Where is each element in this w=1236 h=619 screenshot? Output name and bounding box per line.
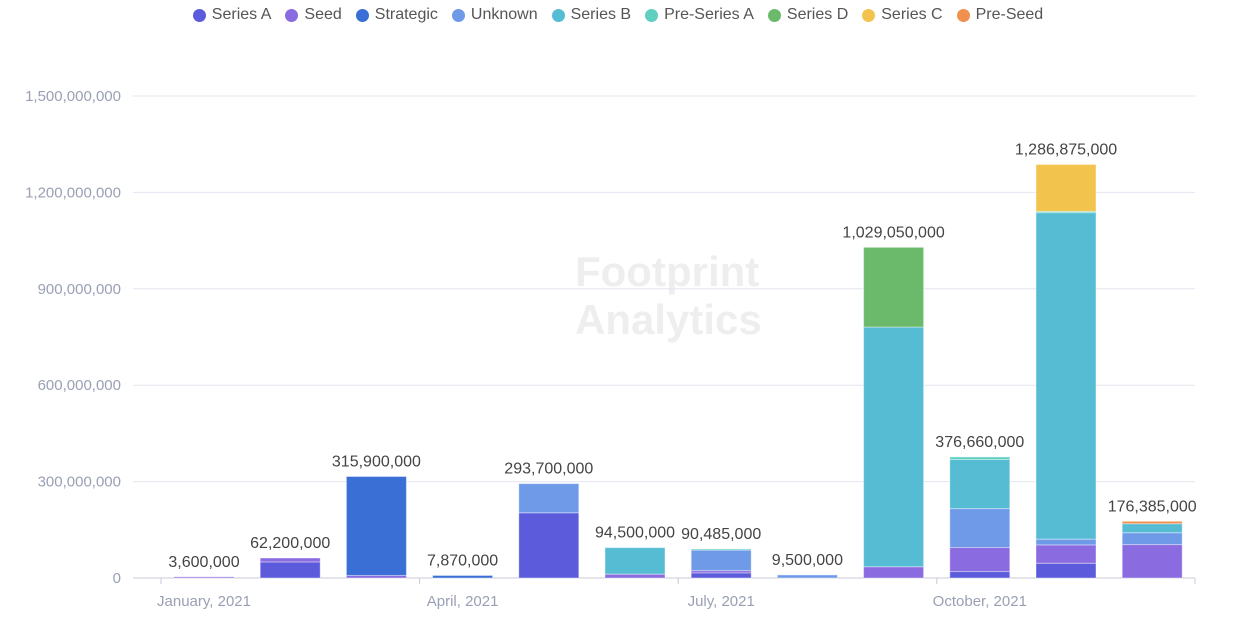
bar-segment [1121, 520, 1183, 525]
total-label: 1,029,050,000 [842, 224, 944, 241]
bar-segment [1121, 532, 1183, 546]
total-label: 1,286,875,000 [1015, 141, 1117, 158]
legend-dot-icon [862, 8, 876, 22]
legend-label: Pre-Series A [664, 6, 754, 23]
total-label: 293,700,000 [504, 461, 593, 478]
legend-label: Pre-Seed [975, 6, 1044, 23]
legend-dot-icon [551, 8, 565, 22]
bar-segment [1035, 562, 1097, 579]
bar-segment [1035, 163, 1097, 212]
bar-segment [1035, 210, 1097, 214]
bar-segment [949, 508, 1011, 548]
bar-segment [690, 549, 752, 572]
x-tick-label: July, 2021 [688, 593, 755, 610]
watermark: Footprint Analytics [575, 248, 762, 343]
legend-item[interactable]: Series D [767, 6, 849, 24]
y-tick-label: 0 [113, 570, 121, 587]
x-tick-label: April, 2021 [427, 593, 499, 610]
bar-segment [949, 571, 1011, 579]
y-tick-label: 300,000,000 [38, 474, 121, 491]
bar-segment [604, 573, 666, 579]
chart-legend: Series A Seed Strategic Unknown Series B Pre-… [0, 6, 1236, 24]
bar-segment [259, 561, 321, 579]
total-label: 90,485,000 [681, 526, 761, 543]
y-tick-label: 600,000,000 [38, 377, 121, 394]
legend-label: Series D [786, 6, 849, 23]
bar-segment [1035, 538, 1097, 546]
legend-dot-icon [645, 8, 659, 22]
legend-item[interactable]: Series C [862, 6, 943, 24]
legend-item[interactable]: Series A [192, 6, 272, 24]
bar-segment [863, 566, 925, 579]
total-label: 94,500,000 [595, 525, 675, 542]
legend-dot-icon [285, 8, 299, 22]
legend-item[interactable]: Series B [551, 6, 632, 24]
total-label: 62,200,000 [250, 535, 330, 552]
x-tick-label: October, 2021 [933, 593, 1027, 610]
total-label: 9,500,000 [772, 552, 843, 569]
legend-label: Unknown [470, 6, 538, 23]
bar-segment [863, 326, 925, 568]
bar-segment [432, 574, 494, 579]
x-tick-label: January, 2021 [157, 593, 251, 610]
legend-item[interactable]: Pre-Seed [956, 6, 1044, 24]
legend-dot-icon [355, 8, 369, 22]
legend-label: Series A [211, 6, 272, 23]
total-label: 376,660,000 [935, 434, 1024, 451]
bar-segment [949, 546, 1011, 573]
bar-segment [1121, 544, 1183, 579]
legend-dot-icon [192, 8, 206, 22]
legend-item[interactable]: Pre-Series A [645, 6, 754, 24]
legend-dot-icon [956, 8, 970, 22]
bar-segment [173, 576, 235, 579]
legend-item[interactable]: Seed [285, 6, 342, 24]
total-label: 315,900,000 [332, 453, 421, 470]
total-label: 7,870,000 [427, 552, 498, 569]
y-tick-label: 900,000,000 [38, 281, 121, 298]
y-tick-label: 1,200,000,000 [25, 184, 121, 201]
bar-segment [345, 475, 407, 576]
bar-segment [949, 456, 1011, 460]
bar-segment [1121, 523, 1183, 534]
legend-item[interactable]: Unknown [451, 6, 538, 24]
bar-segment [518, 512, 580, 579]
total-label: 176,385,000 [1108, 498, 1197, 515]
bar-segment [949, 458, 1011, 510]
y-tick-label: 1,500,000,000 [25, 88, 121, 105]
legend-label: Series B [570, 6, 632, 23]
legend-label: Strategic [374, 6, 438, 23]
bar-segment [776, 574, 838, 579]
bar-segment [1035, 212, 1097, 540]
bar-segment [604, 547, 666, 575]
legend-label: Series C [881, 6, 943, 23]
bar-segment [690, 548, 752, 551]
bar-segment [1035, 544, 1097, 564]
total-label: 3,600,000 [168, 554, 239, 571]
legend-item[interactable]: Strategic [355, 6, 438, 24]
bar-segment [690, 572, 752, 579]
bar-segment [518, 483, 580, 514]
bar-segment [863, 246, 925, 328]
legend-dot-icon [451, 8, 465, 22]
bar-segment [259, 557, 321, 563]
legend-dot-icon [767, 8, 781, 22]
legend-label: Seed [304, 6, 342, 23]
